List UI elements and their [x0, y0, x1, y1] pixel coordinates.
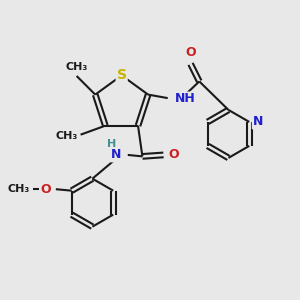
- Text: O: O: [40, 183, 51, 196]
- Text: CH₃: CH₃: [65, 61, 88, 72]
- Text: NH: NH: [174, 92, 195, 106]
- Text: N: N: [111, 148, 121, 161]
- Text: N: N: [253, 116, 263, 128]
- Text: S: S: [117, 68, 127, 83]
- Text: CH₃: CH₃: [56, 131, 78, 141]
- Text: H: H: [107, 139, 117, 149]
- Text: O: O: [169, 148, 179, 161]
- Text: CH₃: CH₃: [7, 184, 29, 194]
- Text: O: O: [185, 46, 196, 59]
